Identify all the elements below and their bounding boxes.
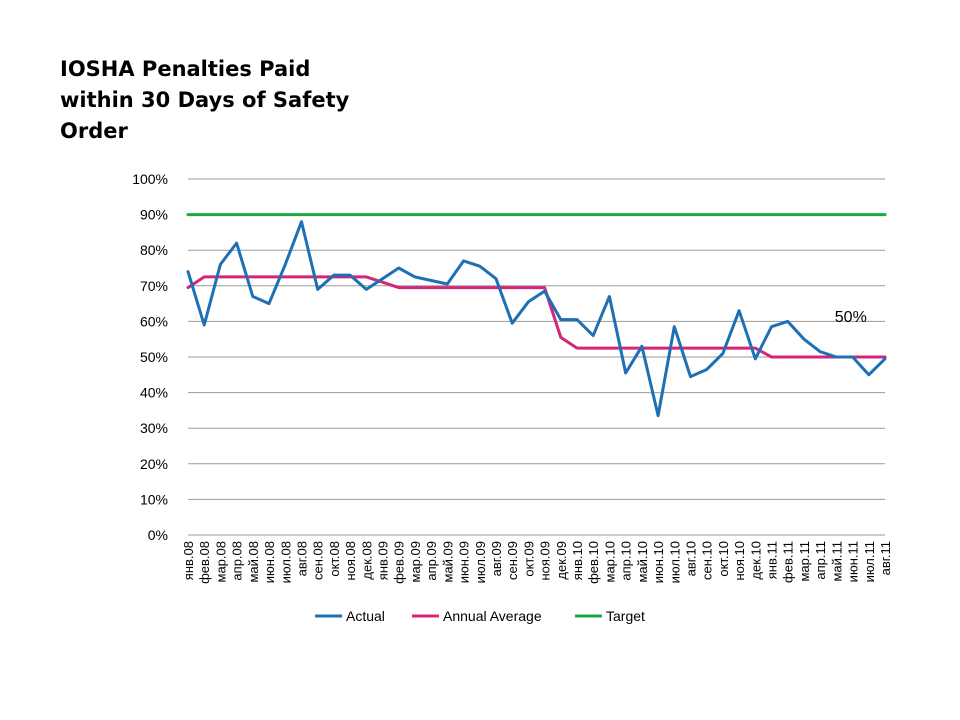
x-tick-label: сен.09 <box>505 541 520 580</box>
chart-title-line-1: IOSHA Penalties Paid <box>60 57 311 81</box>
x-tick-label: июл.11 <box>862 541 877 582</box>
x-tick-label: ноя.10 <box>732 541 747 581</box>
x-tick-label: май.08 <box>246 541 261 583</box>
x-tick-label: мар.10 <box>602 541 617 582</box>
y-tick-label: 90% <box>140 207 168 223</box>
x-tick-label: мар.09 <box>408 541 423 582</box>
legend: Actual Annual Average Target <box>315 608 645 624</box>
x-tick-label: июн.10 <box>651 541 666 583</box>
y-tick-label: 60% <box>140 313 168 329</box>
x-tick-label: сен.08 <box>311 541 326 580</box>
x-tick-label: дек.10 <box>748 541 763 580</box>
chart-title: IOSHA Penalties Paid within 30 Days of S… <box>60 54 360 147</box>
y-tick-label: 20% <box>140 456 168 472</box>
x-tick-label: апр.09 <box>424 541 439 581</box>
x-tick-label: авг.08 <box>294 541 309 576</box>
series-line-annual-average <box>186 275 887 359</box>
x-tick-label: янв.10 <box>570 541 585 580</box>
x-tick-label: мар.11 <box>797 541 812 582</box>
series-line-actual <box>186 220 887 418</box>
x-tick-label: май.10 <box>635 541 650 583</box>
x-tick-label: дек.09 <box>554 541 569 580</box>
y-axis: 0% 10% 20% 30% 40% 50% 60% 70% 80% 90% 100% <box>132 171 168 543</box>
legend-label: Actual <box>346 608 385 624</box>
x-tick-label: апр.10 <box>619 541 634 581</box>
chart-title-line-3: Order <box>60 119 128 143</box>
y-tick-label: 80% <box>140 242 168 258</box>
y-tick-label: 30% <box>140 420 168 436</box>
y-tick-label: 10% <box>140 491 168 507</box>
x-tick-label: июл.08 <box>278 541 293 583</box>
x-tick-label: ноя.08 <box>343 541 358 581</box>
x-tick-label: фев.11 <box>781 541 796 583</box>
x-tick-label: янв.09 <box>376 541 391 580</box>
legend-label: Target <box>606 608 645 624</box>
x-tick-label: окт.10 <box>716 541 731 577</box>
x-tick-label: май.09 <box>440 541 455 583</box>
chart-title-line-2: within 30 Days of Safety <box>60 88 350 112</box>
annotations: 50% <box>835 309 867 326</box>
x-tick-label: янв.08 <box>181 541 196 580</box>
x-tick-label: окт.08 <box>327 541 342 577</box>
x-tick-label: май.11 <box>829 541 844 582</box>
x-tick-label: июл.10 <box>667 541 682 583</box>
x-tick-label: июл.09 <box>473 541 488 583</box>
x-tick-label: июн.08 <box>262 541 277 583</box>
x-tick-label: фев.10 <box>586 541 601 584</box>
x-tick-label: июн.09 <box>457 541 472 583</box>
y-tick-label: 50% <box>140 349 168 365</box>
x-tick-label: ноя.09 <box>538 541 553 581</box>
x-tick-label: фев.08 <box>197 541 212 584</box>
y-tick-label: 40% <box>140 385 168 401</box>
x-tick-label: дек.08 <box>359 541 374 580</box>
x-tick-label: сен.10 <box>700 541 715 580</box>
x-tick-label: фев.09 <box>392 541 407 584</box>
x-axis: янв.08 фев.08 мар.08 апр.08 май.08 июн.08 июл.… <box>181 541 893 584</box>
x-tick-label: авг.09 <box>489 541 504 576</box>
legend-label: Annual Average <box>443 608 542 624</box>
x-tick-label: янв.11 <box>765 541 780 579</box>
y-tick-label: 100% <box>132 171 168 187</box>
x-tick-label: апр.08 <box>230 541 245 581</box>
x-tick-label: авг.11 <box>878 541 893 575</box>
x-tick-label: мар.08 <box>213 541 228 582</box>
x-tick-label: окт.09 <box>521 541 536 577</box>
y-tick-label: 70% <box>140 278 168 294</box>
x-tick-label: апр.11 <box>813 541 828 580</box>
series-lines <box>186 213 887 418</box>
annotation-label: 50% <box>835 309 867 326</box>
y-tick-label: 0% <box>148 527 168 543</box>
x-tick-label: авг.10 <box>683 541 698 576</box>
x-tick-label: июн.11 <box>846 541 861 582</box>
